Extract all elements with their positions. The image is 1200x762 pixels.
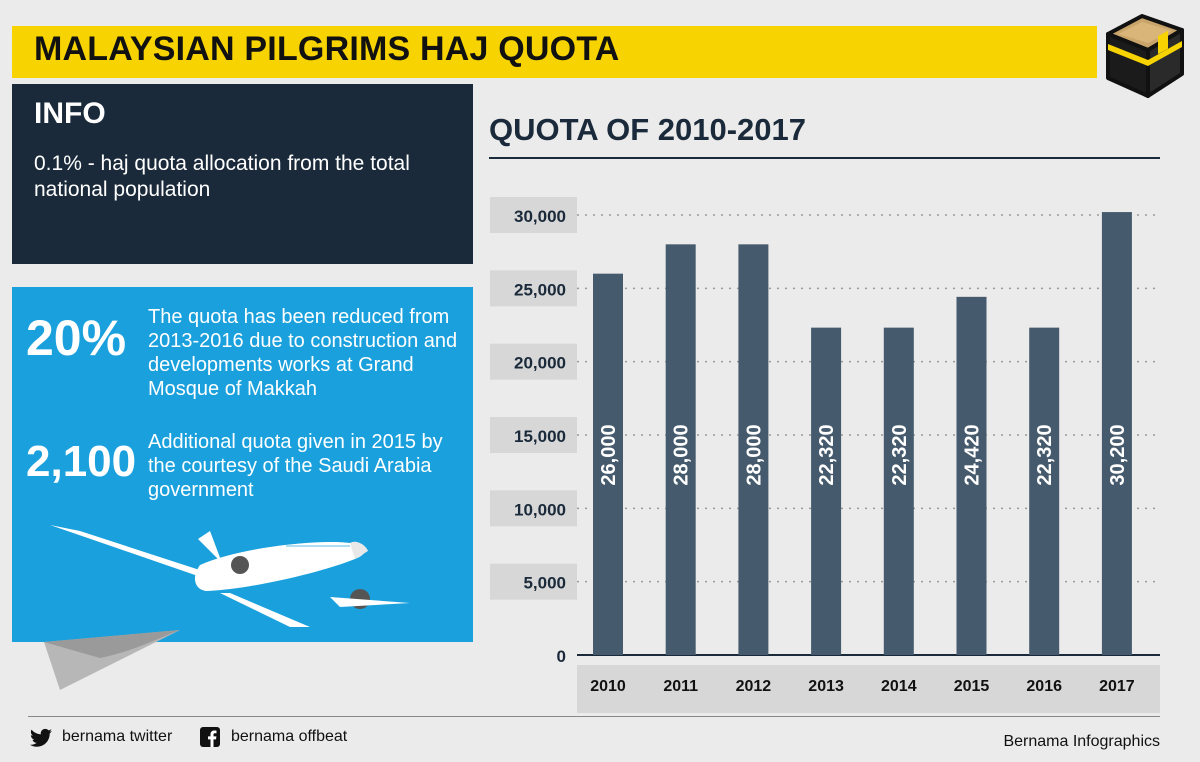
y-tick-label: 20,000 <box>514 354 566 373</box>
bar-value-label: 28,000 <box>671 424 693 485</box>
x-tick-label: 2010 <box>590 678 626 695</box>
bar-2011 <box>665 244 696 656</box>
chart-title: QUOTA OF 2010-2017 <box>489 112 807 147</box>
bar-value-label: 30,200 <box>1107 424 1129 485</box>
bar-2015 <box>956 296 987 655</box>
page-curl-decoration <box>44 630 180 690</box>
y-tick-label: 25,000 <box>514 280 566 299</box>
x-tick-label: 2016 <box>1026 678 1062 695</box>
y-tick-label: 10,000 <box>514 500 566 519</box>
airplane-icon <box>50 525 410 627</box>
bar-2012 <box>738 244 769 656</box>
stats-box: 20% The quota has been reduced from 2013… <box>12 287 473 642</box>
bar-value-label: 24,420 <box>962 424 984 485</box>
y-tick-panel <box>490 563 577 600</box>
bar-2014 <box>883 327 914 655</box>
x-tick-label: 2015 <box>954 678 990 695</box>
y-tick-panel <box>490 270 577 307</box>
bar-value-label: 26,000 <box>598 424 620 485</box>
y-tick-panel <box>490 490 577 527</box>
x-tick-label: 2013 <box>808 678 844 695</box>
bar-value-label: 22,320 <box>816 424 838 485</box>
bar-2013 <box>811 327 842 655</box>
x-axis-panel <box>577 665 1160 713</box>
x-tick-label: 2017 <box>1099 678 1135 695</box>
kaaba-icon <box>1106 14 1184 98</box>
credit-text: Bernama Infographics <box>1003 733 1160 750</box>
y-tick-label: 0 <box>557 647 566 666</box>
y-tick-label: 30,000 <box>514 207 566 226</box>
bar-2016 <box>1029 327 1060 655</box>
main-title: MALAYSIAN PILGRIMS HAJ QUOTA <box>34 30 620 68</box>
title-band <box>12 26 1097 78</box>
footer-divider <box>28 716 1160 717</box>
bar-value-label: 22,320 <box>1034 424 1056 485</box>
bar-value-label: 22,320 <box>889 424 911 485</box>
info-heading: INFO <box>34 97 106 130</box>
y-tick-panel <box>490 197 577 233</box>
y-tick-label: 5,000 <box>523 574 566 593</box>
twitter-icon[interactable] <box>30 728 52 748</box>
bar-2010 <box>593 273 623 655</box>
info-box: INFO 0.1% - haj quota allocation from th… <box>12 84 473 264</box>
x-tick-label: 2011 <box>663 678 698 695</box>
chart-title-divider <box>489 157 1160 159</box>
x-tick-label: 2014 <box>881 678 917 695</box>
facebook-icon[interactable] <box>200 727 220 747</box>
facebook-link[interactable]: bernama offbeat <box>231 728 348 745</box>
info-text: 0.1% - haj quota allocation from the tot… <box>34 152 410 201</box>
y-tick-label: 15,000 <box>514 427 566 446</box>
twitter-link[interactable]: bernama twitter <box>62 728 173 745</box>
bar-value-label: 28,000 <box>743 424 765 485</box>
x-tick-label: 2012 <box>736 678 772 695</box>
y-tick-panel <box>490 343 577 380</box>
stat-value-reduction: 20% <box>26 310 127 366</box>
stat-text-additional: Additional quota given in 2015 by the co… <box>148 431 443 501</box>
stat-value-additional: 2,100 <box>26 437 137 486</box>
bar-2017 <box>1101 212 1132 656</box>
y-tick-panel <box>490 417 577 453</box>
stat-text-reduction: The quota has been reduced from 2013-201… <box>148 306 458 400</box>
